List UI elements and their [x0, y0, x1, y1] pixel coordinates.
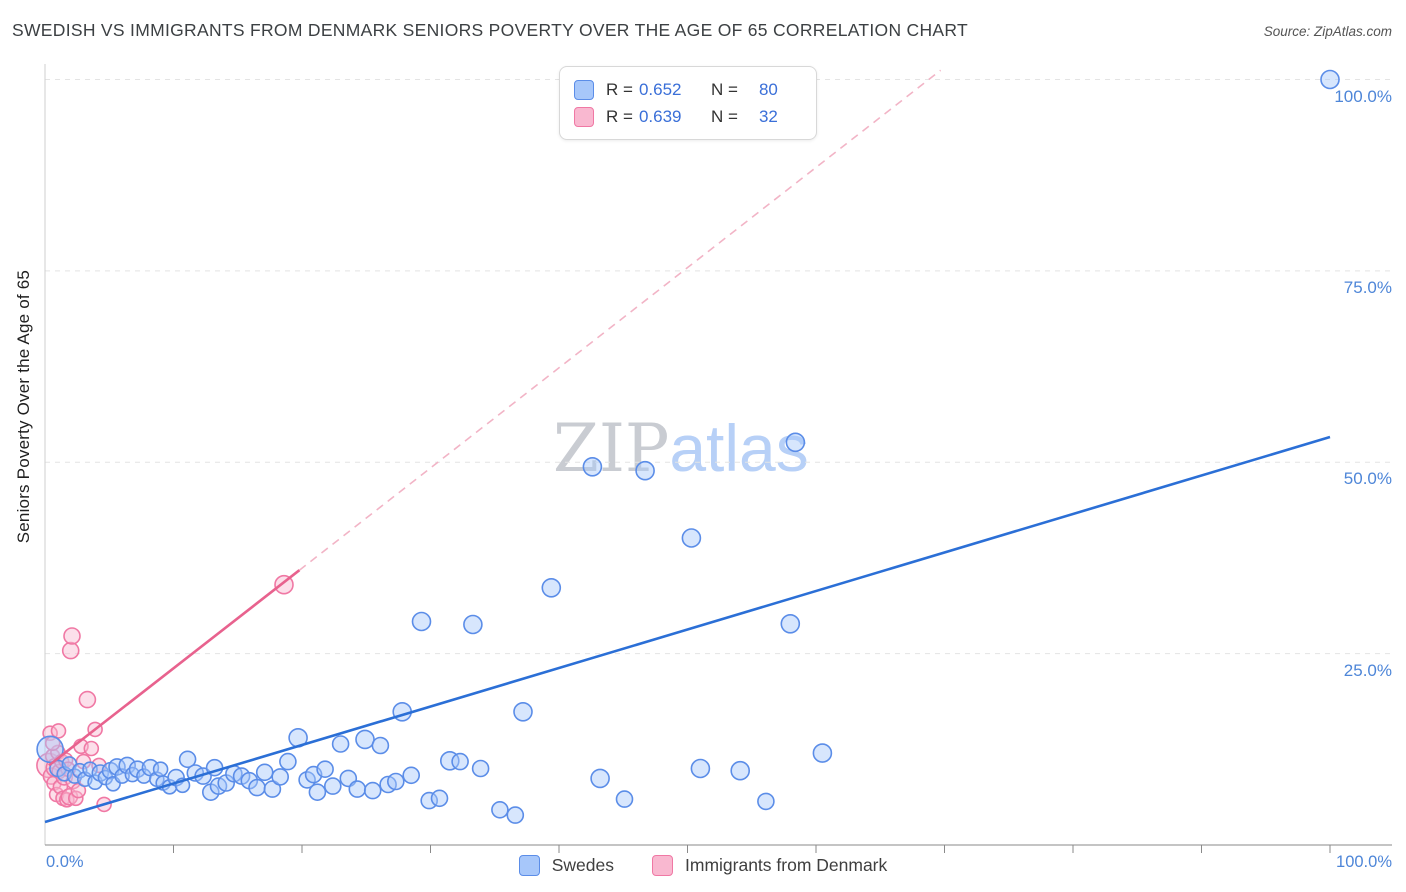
- data-point: [363, 781, 382, 800]
- data-point: [178, 750, 197, 769]
- data-point: [355, 729, 375, 750]
- data-point: [681, 528, 702, 548]
- data-point: [463, 614, 483, 635]
- data-point: [757, 792, 775, 811]
- data-point: [812, 743, 833, 763]
- data-point: [331, 735, 350, 753]
- data-point: [690, 758, 711, 779]
- data-point: [615, 790, 634, 808]
- denmark-swatch: [574, 106, 594, 127]
- data-point: [541, 577, 562, 598]
- x-axis-min-label: 0.0%: [46, 853, 84, 871]
- trend-line: [298, 69, 942, 571]
- swedes-legend-label: Swedes: [551, 854, 614, 875]
- data-point: [118, 756, 136, 775]
- y-axis-tick-label: 75.0%: [1343, 277, 1392, 297]
- data-point: [491, 800, 509, 819]
- swedes-legend-swatch: [518, 854, 540, 876]
- data-point: [255, 763, 274, 782]
- y-axis-tick-label: 100.0%: [1334, 86, 1392, 106]
- data-point: [308, 783, 327, 802]
- data-point: [590, 768, 610, 789]
- data-point: [271, 768, 290, 786]
- denmark-legend-swatch: [652, 854, 673, 876]
- data-point: [36, 735, 64, 764]
- trend-line: [44, 435, 1331, 824]
- n-value: 80: [758, 79, 778, 99]
- data-point: [248, 778, 266, 797]
- n-label: N =: [710, 106, 738, 126]
- y-axis-tick-label: 25.0%: [1343, 660, 1392, 680]
- legend-row-denmark: R = 0.639 N = 32: [574, 103, 802, 130]
- data-point: [1320, 69, 1340, 90]
- page-title: SWEDISH VS IMMIGRANTS FROM DENMARK SENIO…: [12, 20, 969, 40]
- data-point: [263, 780, 282, 798]
- data-point: [471, 759, 490, 778]
- data-point: [780, 613, 801, 634]
- data-point: [506, 806, 525, 824]
- n-label: N =: [710, 79, 738, 99]
- data-point: [83, 740, 100, 757]
- data-point: [420, 791, 439, 810]
- data-point: [63, 627, 81, 645]
- r-label: R =: [606, 106, 633, 126]
- data-point: [371, 736, 390, 755]
- data-point: [730, 760, 751, 781]
- series-legend: Swedes Immigrants from Denmark: [0, 848, 1406, 882]
- data-point: [451, 752, 469, 771]
- data-point: [279, 752, 297, 771]
- data-point: [402, 766, 421, 785]
- data-point: [82, 761, 98, 778]
- r-label: R =: [606, 79, 633, 99]
- data-point: [152, 761, 169, 778]
- r-value: 0.652: [638, 79, 682, 99]
- y-axis-tick-label: 50.0%: [1343, 469, 1392, 489]
- x-axis-max-label: 100.0%: [1336, 853, 1392, 871]
- data-point: [61, 641, 80, 660]
- legend-row-swedes: R = 0.652 N = 80: [574, 76, 802, 103]
- r-value: 0.639: [638, 106, 682, 126]
- data-point: [316, 760, 334, 779]
- data-point: [50, 723, 67, 739]
- source-attribution: Source: ZipAtlas.com: [1263, 24, 1392, 39]
- correlation-legend: R = 0.652 N = 80 R = 0.639 N = 32: [559, 66, 817, 140]
- data-point: [513, 701, 533, 722]
- data-point: [411, 611, 432, 632]
- swedes-swatch: [574, 79, 594, 100]
- data-point: [323, 777, 342, 795]
- data-point: [582, 456, 603, 477]
- data-point: [785, 432, 806, 453]
- trend-line: [48, 569, 301, 767]
- data-point: [635, 460, 655, 481]
- data-point: [78, 690, 97, 709]
- denmark-legend-label: Immigrants from Denmark: [685, 854, 888, 875]
- n-value: 32: [758, 106, 778, 126]
- data-point: [386, 772, 405, 791]
- data-point: [348, 780, 367, 798]
- data-point: [430, 789, 449, 808]
